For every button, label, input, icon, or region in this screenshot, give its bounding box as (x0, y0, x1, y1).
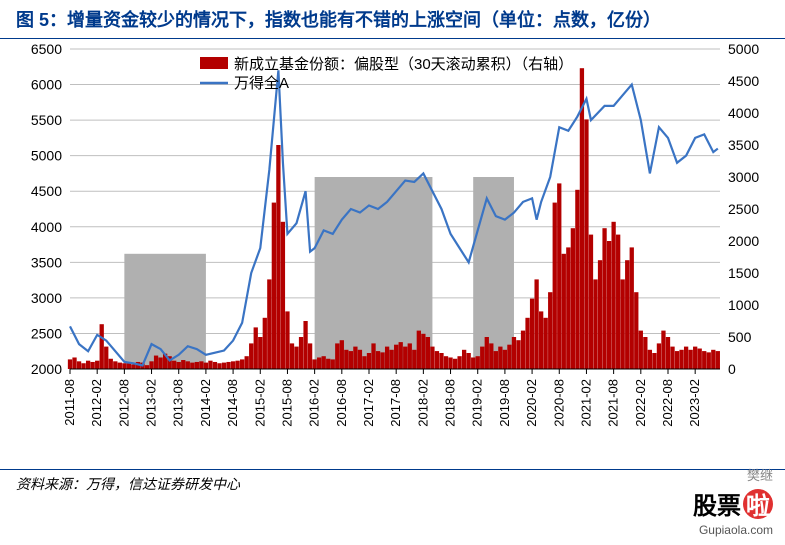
svg-text:2500: 2500 (31, 326, 62, 342)
svg-text:2020-08: 2020-08 (551, 379, 566, 427)
svg-text:2015-02: 2015-02 (252, 379, 267, 427)
svg-text:1500: 1500 (728, 265, 759, 281)
svg-text:2022-08: 2022-08 (660, 379, 675, 427)
svg-text:2000: 2000 (31, 361, 62, 377)
svg-text:2000: 2000 (728, 233, 759, 249)
svg-text:2019-02: 2019-02 (470, 379, 485, 427)
svg-text:2021-02: 2021-02 (578, 379, 593, 427)
svg-text:3000: 3000 (728, 169, 759, 185)
chart-title-bar: 图 5：增量资金较少的情况下，指数也能有不错的上涨空间（单位：点数，亿份） (0, 0, 785, 39)
svg-text:4000: 4000 (31, 219, 62, 235)
watermark-logo: 股票 啦 (693, 486, 773, 521)
svg-text:5000: 5000 (31, 148, 62, 164)
svg-text:2020-02: 2020-02 (524, 379, 539, 427)
svg-text:1000: 1000 (728, 297, 759, 313)
svg-text:5000: 5000 (728, 41, 759, 57)
svg-text:2022-02: 2022-02 (633, 379, 648, 427)
watermark-cn: 股票 (693, 486, 741, 521)
svg-text:2013-02: 2013-02 (144, 379, 159, 427)
svg-text:新成立基金份额：偏股型（30天滚动累积）（右轴）: 新成立基金份额：偏股型（30天滚动累积）（右轴） (234, 56, 573, 73)
svg-text:0: 0 (728, 361, 736, 377)
svg-text:万得全A: 万得全A (234, 74, 289, 92)
watermark-la: 啦 (743, 489, 773, 519)
svg-text:2016-02: 2016-02 (307, 379, 322, 427)
source-text: 资料来源：万得，信达证券研发中心 (16, 474, 769, 494)
source-row: 资料来源：万得，信达证券研发中心 (0, 469, 785, 494)
svg-text:3000: 3000 (31, 290, 62, 306)
svg-text:2011-08: 2011-08 (62, 379, 77, 426)
svg-text:2017-02: 2017-02 (361, 379, 376, 427)
watermark-author: 樊继 (747, 465, 773, 484)
svg-text:3500: 3500 (728, 137, 759, 153)
svg-text:2021-08: 2021-08 (606, 379, 621, 427)
svg-text:2013-08: 2013-08 (171, 379, 186, 427)
svg-text:2014-08: 2014-08 (225, 379, 240, 427)
svg-text:2019-08: 2019-08 (497, 379, 512, 427)
watermark: 樊继 股票 啦 Gupiaola.com (693, 465, 773, 537)
svg-text:2017-08: 2017-08 (388, 379, 403, 427)
watermark-url: Gupiaola.com (699, 523, 773, 537)
chart-area: 2000250030003500400045005000550060006500… (0, 39, 785, 469)
svg-text:4000: 4000 (728, 105, 759, 121)
svg-text:5500: 5500 (31, 112, 62, 128)
svg-text:4500: 4500 (31, 184, 62, 200)
svg-text:6500: 6500 (31, 41, 62, 57)
svg-text:2015-08: 2015-08 (279, 379, 294, 427)
svg-text:2023-02: 2023-02 (687, 379, 702, 427)
svg-text:500: 500 (728, 329, 752, 345)
svg-text:2012-02: 2012-02 (89, 379, 104, 427)
svg-text:2016-08: 2016-08 (334, 379, 349, 427)
svg-text:3500: 3500 (31, 255, 62, 271)
svg-text:2018-02: 2018-02 (415, 379, 430, 427)
svg-text:6000: 6000 (31, 77, 62, 93)
svg-text:2500: 2500 (728, 201, 759, 217)
chart-title: 图 5：增量资金较少的情况下，指数也能有不错的上涨空间（单位：点数，亿份） (16, 8, 769, 32)
svg-text:2012-08: 2012-08 (116, 379, 131, 427)
svg-text:2018-08: 2018-08 (443, 379, 458, 427)
svg-text:4500: 4500 (728, 73, 759, 89)
chart-svg: 2000250030003500400045005000550060006500… (0, 39, 785, 469)
svg-text:2014-02: 2014-02 (198, 379, 213, 427)
